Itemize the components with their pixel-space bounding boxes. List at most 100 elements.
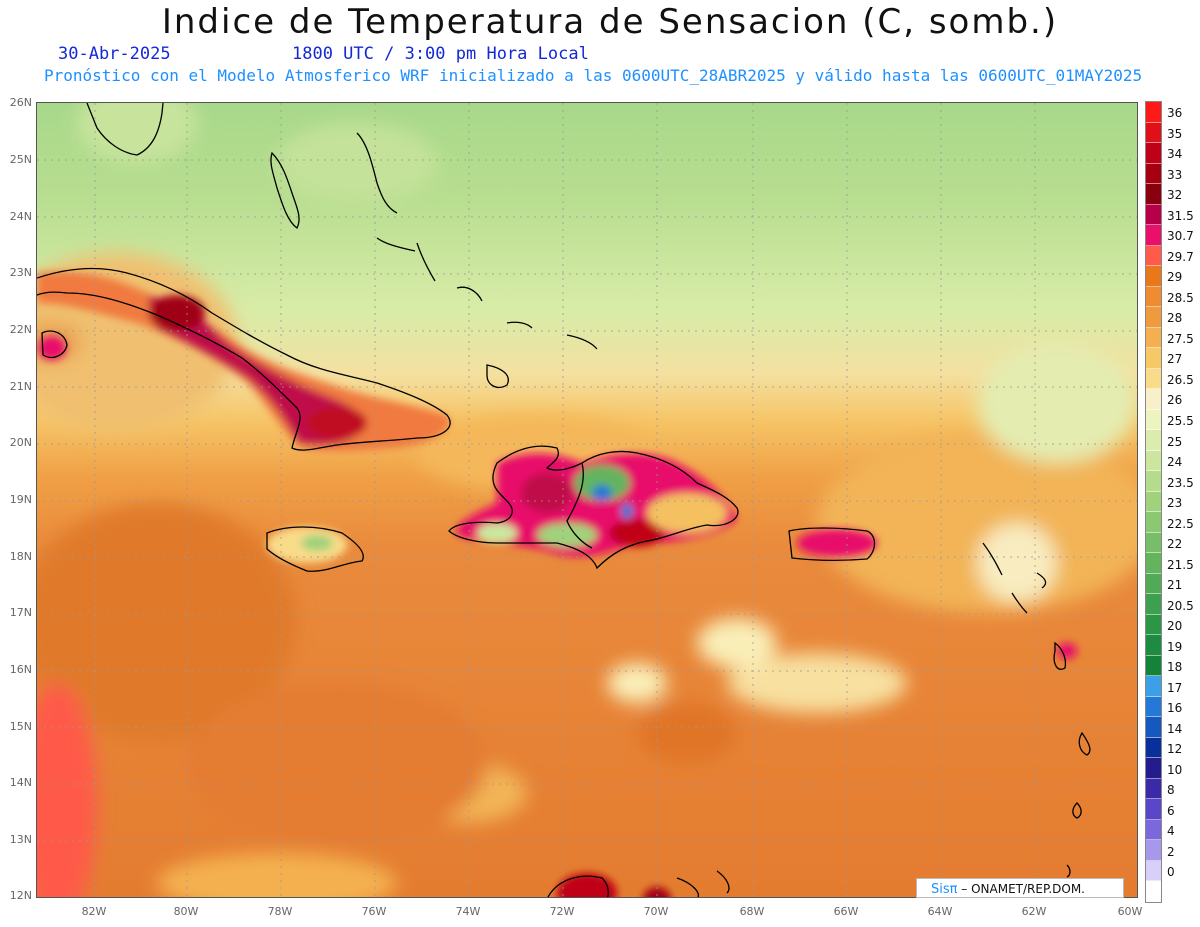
forecast-time: 1800 UTC / 3:00 pm Hora Local: [292, 44, 589, 64]
lat-label: 16N: [9, 663, 32, 676]
sispi-logo-text: Sisπ: [931, 882, 958, 897]
colorbar-segment: [1146, 450, 1161, 471]
colorbar-label: 28: [1167, 311, 1183, 326]
colorbar-segment: [1146, 573, 1161, 594]
colorbar-segment: [1146, 860, 1161, 881]
colorbar-label: 29: [1167, 270, 1183, 285]
lat-label: 21N: [9, 380, 32, 393]
lat-label: 19N: [9, 493, 32, 506]
colorbar-label: 20: [1167, 619, 1183, 634]
colorbar-label: 25.5: [1167, 414, 1194, 428]
colorbar-segment: [1146, 840, 1161, 861]
colorbar-label: 4: [1167, 824, 1175, 839]
lon-label: 64W: [927, 905, 953, 918]
colorbar-label: 19: [1167, 639, 1183, 654]
colorbar-label: 35: [1167, 126, 1183, 141]
lon-label: 78W: [267, 905, 293, 918]
colorbar-label: 6: [1167, 803, 1175, 818]
colorbar-label: 12: [1167, 742, 1183, 757]
colorbar-segment: [1146, 778, 1161, 799]
lon-label: 74W: [455, 905, 481, 918]
lat-label: 23N: [9, 266, 32, 279]
colorbar-label: 14: [1167, 721, 1183, 736]
colorbar-label: 21: [1167, 578, 1183, 593]
colorbar-label: 21.5: [1167, 557, 1194, 572]
colorbar-segment: [1146, 430, 1161, 451]
colorbar-segment: [1146, 327, 1161, 348]
colorbar-segment: [1146, 225, 1161, 246]
forecast-date: 30-Abr-2025: [58, 44, 171, 64]
colorbar-label: 2: [1167, 844, 1175, 859]
colorbar-segment: [1146, 676, 1161, 697]
colorbar-label: 23: [1167, 496, 1183, 511]
coastlines: [37, 103, 1091, 897]
credit-org: – ONAMET/REP.DOM.: [957, 882, 1085, 896]
colorbar-segment: [1146, 717, 1161, 738]
lon-label: 72W: [549, 905, 575, 918]
colorbar-label: 24: [1167, 455, 1183, 470]
lat-label: 14N: [9, 776, 32, 789]
lon-label: 66W: [833, 905, 859, 918]
colorbar-segment: [1146, 881, 1161, 902]
lat-label: 20N: [9, 436, 32, 449]
colorbar-label: 26: [1167, 393, 1183, 408]
colorbar-label: 34: [1167, 147, 1183, 162]
lon-label: 70W: [643, 905, 669, 918]
lon-label: 60W: [1117, 905, 1143, 918]
colorbar-segment: [1146, 491, 1161, 512]
colorbar-label: 18: [1167, 660, 1183, 675]
lat-label: 25N: [9, 153, 32, 166]
colorbar-label: 27.5: [1167, 331, 1194, 346]
colorbar-segment: [1146, 635, 1161, 656]
colorbar-segment: [1146, 163, 1161, 184]
colorbar-label: 26.5: [1167, 372, 1194, 387]
colorbar-segment: [1146, 204, 1161, 225]
grid-lines: [37, 103, 1137, 897]
lon-label: 80W: [173, 905, 199, 918]
lat-label: 15N: [9, 720, 32, 733]
lat-label: 24N: [9, 210, 32, 223]
colorbar-label: 20.5: [1167, 598, 1194, 613]
colorbar-segment: [1146, 614, 1161, 635]
colorbar-label: 17: [1167, 680, 1183, 695]
colorbar: [1145, 101, 1162, 903]
colorbar-label: 36: [1167, 106, 1183, 121]
colorbar-segment: [1146, 122, 1161, 143]
colorbar-segment: [1146, 184, 1161, 205]
colorbar-label: 22.5: [1167, 516, 1194, 531]
lat-label: 12N: [9, 889, 32, 902]
lat-label: 13N: [9, 833, 32, 846]
colorbar-label: 22: [1167, 537, 1183, 552]
colorbar-segment: [1146, 799, 1161, 820]
colorbar-segment: [1146, 512, 1161, 533]
colorbar-label: 23.5: [1167, 475, 1194, 490]
field-blobs: [37, 103, 1137, 897]
colorbar-segment: [1146, 286, 1161, 307]
lat-label: 22N: [9, 323, 32, 336]
lat-label: 18N: [9, 550, 32, 563]
heat-index-map: [36, 102, 1138, 898]
colorbar-label: 25: [1167, 434, 1183, 449]
colorbar-segment: [1146, 758, 1161, 779]
colorbar-segment: [1146, 655, 1161, 676]
colorbar-label: 32: [1167, 188, 1183, 203]
colorbar-label: 29.7: [1167, 249, 1194, 264]
colorbar-segment: [1146, 348, 1161, 369]
colorbar-label: 31.5: [1167, 208, 1194, 223]
colorbar-segment: [1146, 307, 1161, 328]
colorbar-segment: [1146, 266, 1161, 287]
colorbar-segment: [1146, 409, 1161, 430]
lon-label: 68W: [739, 905, 765, 918]
colorbar-label: 27: [1167, 352, 1183, 367]
colorbar-label: 28.5: [1167, 290, 1194, 305]
model-info: Pronóstico con el Modelo Atmosferico WRF…: [44, 66, 1143, 85]
colorbar-segment: [1146, 553, 1161, 574]
colorbar-label: 8: [1167, 783, 1175, 798]
colorbar-segment: [1146, 594, 1161, 615]
colorbar-segment: [1146, 737, 1161, 758]
lon-label: 62W: [1021, 905, 1047, 918]
colorbar-label: 0: [1167, 865, 1175, 880]
map-canvas: [37, 103, 1137, 897]
colorbar-segment: [1146, 245, 1161, 266]
colorbar-segment: [1146, 143, 1161, 164]
